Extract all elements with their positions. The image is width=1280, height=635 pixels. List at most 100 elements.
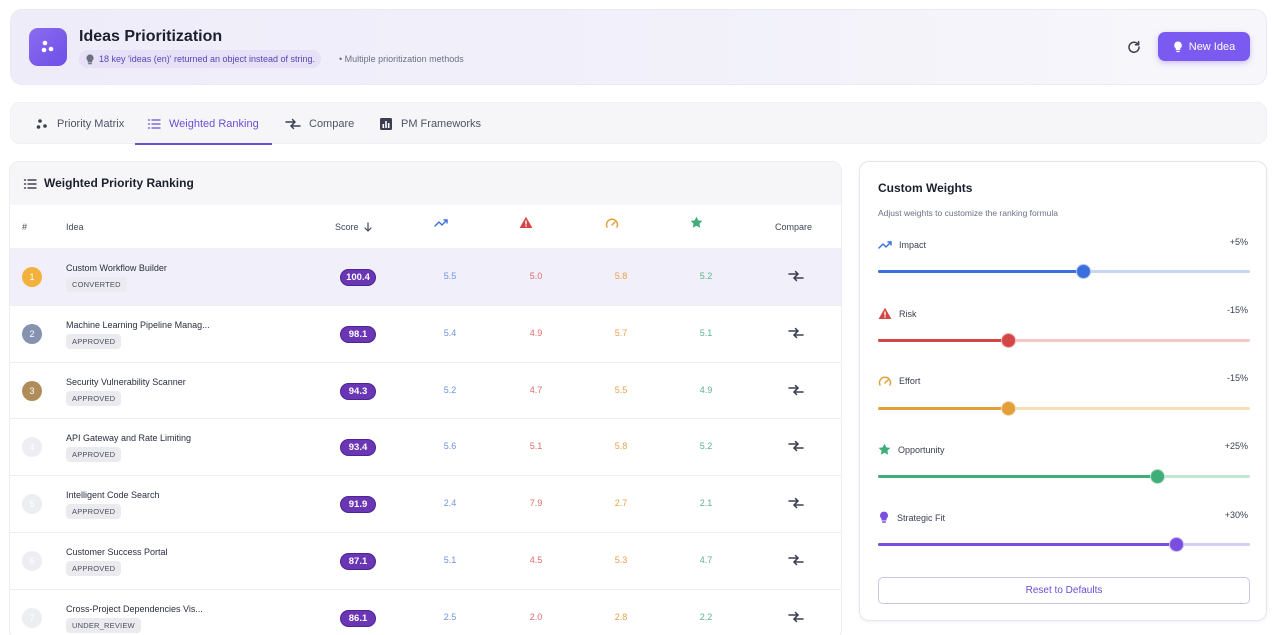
risk-value: 4.9 [529, 327, 543, 338]
compare-button[interactable] [787, 496, 805, 515]
slider-fill [878, 339, 1009, 342]
idea-name[interactable]: Intelligent Code Search [66, 490, 160, 501]
opportunity-slider[interactable] [878, 469, 1250, 484]
slider-thumb[interactable] [1075, 264, 1091, 279]
idea-name[interactable]: Customer Success Portal [66, 547, 168, 557]
slider-fill [878, 475, 1157, 478]
table-row[interactable]: 4 API Gateway and Rate Limiting APPROVED 93… [10, 418, 841, 475]
page-title: Ideas Prioritization [79, 28, 223, 45]
weight-name: Impact [899, 240, 927, 250]
score-badge: 98.1 [340, 325, 376, 343]
chart-icon [380, 118, 392, 130]
list-icon [147, 119, 161, 129]
effort-value: 5.8 [614, 441, 628, 452]
effort-value: 2.7 [614, 498, 628, 509]
sort-arrow-down-icon [363, 222, 372, 232]
list-icon [23, 179, 37, 189]
compare-icon [285, 118, 301, 130]
slider-thumb[interactable] [1150, 469, 1165, 484]
impact-slider[interactable] [878, 264, 1250, 279]
compare-button[interactable] [787, 553, 805, 572]
score-badge: 87.1 [340, 553, 376, 570]
new-idea-label: New Idea [1188, 40, 1236, 53]
custom-weights-panel: Custom Weights Adjust weights to customi… [859, 161, 1267, 621]
weight-label-strategic-fit: Strategic Fit [878, 511, 945, 524]
compare-icon [788, 554, 804, 566]
table-row[interactable]: 1 Custom Workflow Builder CONVERTED 100.4 5.… [10, 248, 841, 305]
active-tab-indicator [135, 143, 272, 145]
weight-name: Risk [899, 308, 917, 319]
column-header-score[interactable]: Score [335, 222, 373, 232]
status-badge: APPROVED [66, 333, 122, 349]
compare-button[interactable] [787, 383, 805, 402]
weight-label-impact: Impact [878, 239, 926, 251]
table-row[interactable]: 6 Customer Success Portal APPROVED 87.1 5.1 4… [10, 532, 841, 589]
lightbulb-icon [86, 54, 94, 64]
compare-button[interactable] [787, 326, 805, 345]
reset-defaults-button[interactable]: Reset to Defaults [878, 577, 1250, 604]
refresh-button[interactable] [1124, 37, 1144, 57]
slider-thumb[interactable] [1001, 333, 1017, 348]
table-row[interactable]: 2 Machine Learning Pipeline Manag... APPRO… [10, 304, 841, 362]
tab-pm-frameworks[interactable]: PM Frameworks [379, 103, 481, 145]
score-badge: 93.4 [340, 439, 376, 457]
compare-button[interactable] [787, 439, 805, 458]
weight-value-risk: -15% [1226, 305, 1248, 315]
weight-name: Strategic Fit [897, 512, 946, 523]
risk-value: 4.5 [529, 555, 543, 565]
strategic-fit-slider[interactable] [878, 537, 1250, 552]
risk-value: 5.1 [529, 441, 543, 452]
idea-name[interactable]: Machine Learning Pipeline Manag... [66, 319, 210, 330]
idea-name[interactable]: Security Vulnerability Scanner [66, 376, 186, 387]
slider-fill [878, 270, 1083, 273]
idea-name[interactable]: API Gateway and Rate Limiting [66, 433, 192, 444]
impact-value: 5.6 [443, 441, 457, 452]
opportunity-value: 4.9 [699, 384, 713, 395]
slider-fill [878, 407, 1009, 410]
idea-name[interactable]: Cross-Project Dependencies Vis... [66, 603, 203, 614]
effort-value: 5.7 [614, 327, 628, 338]
risk-slider[interactable] [878, 333, 1250, 348]
opportunity-value: 2.1 [699, 498, 713, 509]
lightbulb-icon [1173, 41, 1182, 52]
refresh-icon [1128, 40, 1140, 53]
compare-button[interactable] [787, 610, 805, 629]
effort-value: 5.8 [614, 271, 628, 281]
scatter-icon [41, 40, 54, 53]
trending-up-icon [878, 241, 892, 249]
slider-thumb[interactable] [1001, 401, 1017, 416]
rank-badge: 3 [22, 380, 42, 401]
table-row[interactable]: 7 Cross-Project Dependencies Vis... UNDER_… [10, 588, 841, 635]
page-header: Ideas Prioritization 18 key 'ideas (en)'… [10, 9, 1267, 85]
tab-priority-matrix[interactable]: Priority Matrix [35, 103, 124, 145]
impact-value: 5.2 [443, 384, 457, 395]
translation-warning-badge: 18 key 'ideas (en)' returned an object i… [79, 50, 322, 68]
effort-slider[interactable] [878, 401, 1250, 416]
new-idea-button[interactable]: New Idea [1158, 32, 1250, 61]
rank-badge: 7 [22, 607, 42, 628]
slider-thumb[interactable] [1168, 537, 1184, 552]
tab-weighted-ranking[interactable]: Weighted Ranking [147, 103, 259, 145]
opportunity-value: 5.2 [699, 271, 713, 281]
table-row[interactable]: 5 Intelligent Code Search APPROVED 91.9 2.4 7… [10, 475, 841, 532]
opportunity-value: 5.1 [699, 327, 713, 338]
rank-badge: 4 [22, 437, 42, 458]
score-badge: 91.9 [340, 496, 376, 514]
weight-value-impact: +5% [1229, 237, 1248, 247]
idea-name[interactable]: Custom Workflow Builder [66, 263, 167, 273]
compare-icon [788, 384, 804, 395]
weight-value-opportunity: +25% [1224, 441, 1248, 451]
compare-button[interactable] [787, 269, 805, 288]
effort-value: 2.8 [614, 611, 628, 622]
weight-label-effort: Effort [878, 375, 920, 387]
table-row[interactable]: 3 Security Vulnerability Scanner APPROVED 9… [10, 361, 841, 419]
effort-value: 5.5 [614, 384, 628, 395]
risk-value: 5.0 [529, 271, 543, 281]
score-header-label: Score [335, 222, 359, 232]
opportunity-value: 4.7 [699, 555, 713, 565]
impact-value: 2.4 [443, 498, 457, 509]
view-tabs: Priority Matrix Weighted Ranking Compare… [10, 102, 1267, 145]
panel-header: Weighted Priority Ranking [10, 162, 841, 205]
weight-label-opportunity: Opportunity [878, 443, 945, 456]
tab-compare[interactable]: Compare [285, 103, 354, 145]
